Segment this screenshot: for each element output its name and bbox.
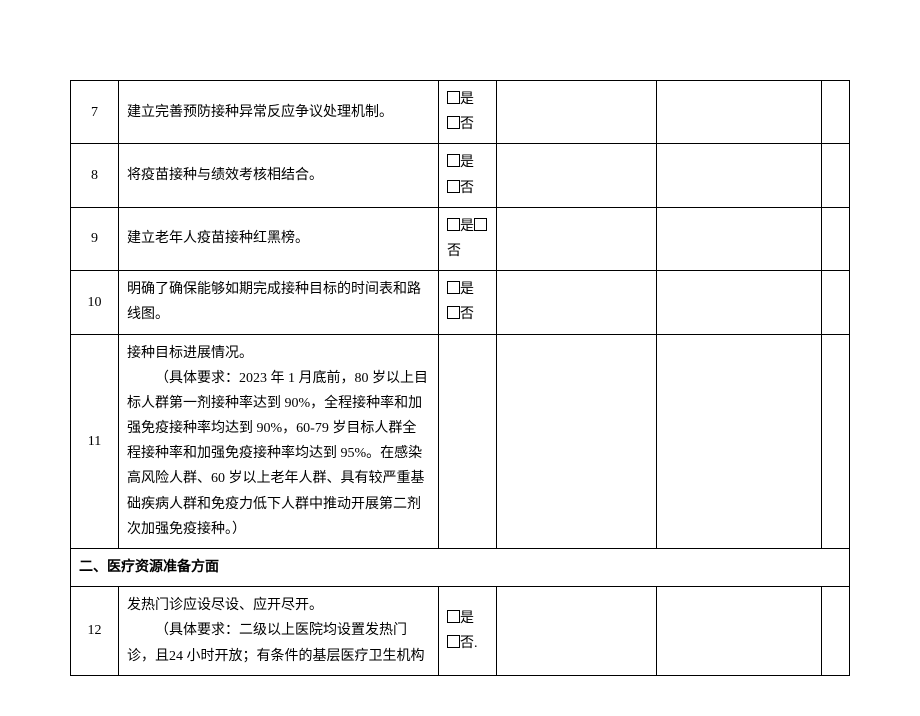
checkbox-icon [447,281,460,294]
table-row: 10 明确了确保能够如期完成接种目标的时间表和路线图。 是 否 [71,271,850,334]
row-desc-line1: 发热门诊应设尽设、应开尽开。 [127,598,323,613]
row-col4 [497,144,657,207]
check-no: 否 [447,244,461,259]
row-col6 [822,81,850,144]
row-number: 9 [71,207,119,270]
row-col4 [497,334,657,549]
checkbox-icon [447,635,460,648]
row-description: 建立老年人疫苗接种红黑榜。 [119,207,439,270]
row-col4 [497,81,657,144]
checkbox-icon [447,180,460,193]
row-col5 [657,334,822,549]
check-no: 否 [460,307,474,322]
table-row: 11 接种目标进展情况。 （具体要求：2023 年 1 月底前，80 岁以上目标… [71,334,850,549]
row-description: 发热门诊应设尽设、应开尽开。 （具体要求：二级以上医院均设置发热门诊，且24 小… [119,587,439,676]
row-col5 [657,271,822,334]
row-check: 是 否 [439,207,497,270]
check-no: 否 [460,181,474,196]
check-no: 否 [460,117,474,132]
row-check: 是 否 [439,81,497,144]
row-col5 [657,81,822,144]
row-number: 11 [71,334,119,549]
table-row: 8 将疫苗接种与绩效考核相结合。 是 否 [71,144,850,207]
row-description: 将疫苗接种与绩效考核相结合。 [119,144,439,207]
table-row: 12 发热门诊应设尽设、应开尽开。 （具体要求：二级以上医院均设置发热门诊，且2… [71,587,850,676]
section-header-row: 二、医疗资源准备方面 [71,549,850,587]
table-row: 7 建立完善预防接种异常反应争议处理机制。 是 否 [71,81,850,144]
row-col6 [822,207,850,270]
checkbox-icon [447,91,460,104]
checkbox-icon [447,154,460,167]
row-col5 [657,144,822,207]
row-check: 是 否 [439,144,497,207]
checklist-table: 7 建立完善预防接种异常反应争议处理机制。 是 否 8 将疫苗接种与绩效考核相结… [70,80,850,676]
row-desc-detail: （具体要求：二级以上医院均设置发热门诊，且24 小时开放；有条件的基层医疗卫生机… [127,618,430,668]
row-col6 [822,334,850,549]
row-description: 明确了确保能够如期完成接种目标的时间表和路线图。 [119,271,439,334]
check-yes: 是 [460,155,474,170]
checkbox-icon [447,218,460,231]
section-title: 二、医疗资源准备方面 [71,549,850,587]
row-description: 建立完善预防接种异常反应争议处理机制。 [119,81,439,144]
row-number: 12 [71,587,119,676]
check-yes: 是 [460,219,474,234]
checkbox-icon [447,610,460,623]
row-col5 [657,587,822,676]
check-no: 否 [460,636,474,651]
row-number: 10 [71,271,119,334]
checkbox-icon [474,218,487,231]
checkbox-icon [447,116,460,129]
check-yes: 是 [460,282,474,297]
row-desc-line1: 接种目标进展情况。 [127,346,253,361]
table-row: 9 建立老年人疫苗接种红黑榜。 是 否 [71,207,850,270]
row-description: 接种目标进展情况。 （具体要求：2023 年 1 月底前，80 岁以上目标人群第… [119,334,439,549]
row-col6 [822,144,850,207]
row-number: 7 [71,81,119,144]
checkbox-icon [447,306,460,319]
row-col4 [497,587,657,676]
row-desc-detail: （具体要求：2023 年 1 月底前，80 岁以上目标人群第一剂接种率达到 90… [127,366,430,542]
row-col5 [657,207,822,270]
row-check [439,334,497,549]
row-col6 [822,271,850,334]
row-check: 是 否 [439,271,497,334]
row-col4 [497,207,657,270]
row-col4 [497,271,657,334]
row-check: 是 否. [439,587,497,676]
check-yes: 是 [460,92,474,107]
row-col6 [822,587,850,676]
check-yes: 是 [460,611,474,626]
row-number: 8 [71,144,119,207]
